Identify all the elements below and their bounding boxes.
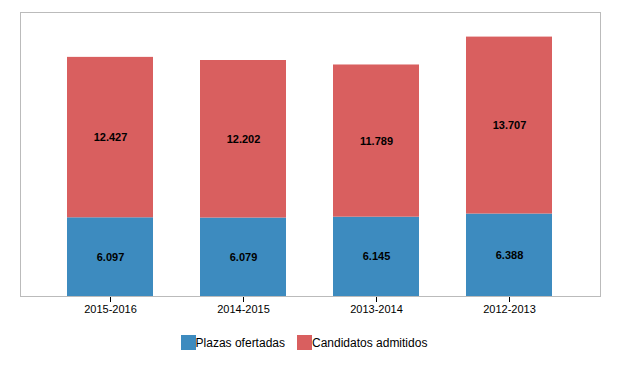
html-text:Plazas ofertadas: Plazas ofertadas: [195, 335, 285, 350]
html-text:Candidatos admitidos: Candidatos admitidos: [312, 335, 428, 350]
svg-text:11.789: 11.789: [360, 135, 393, 147]
svg-text:2015-2016: 2015-2016: [84, 303, 137, 315]
svg-text:13.707: 13.707: [493, 119, 527, 131]
svg-text:6.079: 6.079: [230, 251, 258, 263]
svg-text:2012-2013: 2012-2013: [483, 303, 536, 315]
svg-text:12.427: 12.427: [94, 131, 128, 143]
svg-text:6.097: 6.097: [97, 251, 125, 263]
svg-text:2013-2014: 2013-2014: [350, 303, 403, 315]
svg-text:2014-2015: 2014-2015: [217, 303, 270, 315]
svg-text:6.388: 6.388: [496, 249, 524, 261]
svg-text:6.145: 6.145: [363, 250, 391, 262]
svg-text:12.202: 12.202: [227, 133, 261, 145]
